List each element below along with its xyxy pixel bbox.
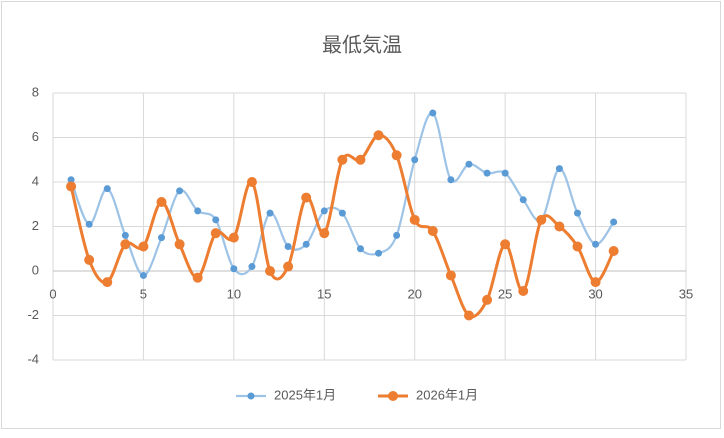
data-point [139,271,147,279]
chart-border [1,1,721,429]
x-tick-label: 30 [588,286,602,301]
data-point [230,265,238,273]
data-point [67,176,75,184]
data-point [85,220,93,228]
data-point [212,216,220,224]
data-point [427,225,438,236]
data-point [176,187,184,195]
data-point [356,245,364,253]
data-point [174,239,185,250]
data-point [84,254,95,265]
x-tick-label: 20 [407,286,421,301]
data-point [391,150,402,161]
data-point [573,209,581,217]
data-point [210,228,221,239]
data-point [284,243,292,251]
data-point [519,196,527,204]
data-point [338,209,346,217]
data-point [228,232,239,243]
data-point [592,240,600,248]
data-point [500,239,511,250]
data-point [554,221,565,232]
y-tick-label: 0 [32,262,39,277]
data-point [194,207,202,215]
data-point [265,266,276,276]
data-point [66,181,77,192]
data-point [103,185,111,193]
data-point [465,160,473,168]
data-point [266,209,274,217]
data-point [482,294,493,305]
x-tick-label: 5 [140,286,147,301]
x-tick-label: 25 [498,286,512,301]
data-point [319,228,330,239]
x-tick-label: 15 [317,286,331,301]
data-point [447,176,455,184]
data-point [248,263,256,271]
y-tick-label: 6 [32,129,39,144]
y-tick-label: -2 [27,307,39,322]
x-tick-label: 10 [227,286,241,301]
data-point [158,234,166,242]
data-point [429,109,437,117]
data-point [120,239,131,250]
legend-marker [247,392,255,400]
y-tick-label: -4 [27,351,39,366]
data-point [608,245,619,256]
data-point [337,154,348,165]
data-point [121,231,129,239]
legend-label: 2026年1月 [416,387,478,402]
legend-marker [388,391,398,401]
data-point [411,156,419,164]
data-point [138,241,149,252]
legend-label: 2025年1月 [274,387,336,402]
data-point [536,214,547,225]
data-point [393,231,401,239]
data-point [501,169,509,177]
data-point [192,272,203,283]
data-point [102,277,113,288]
data-point [373,130,384,141]
chart-title: 最低気温 [322,33,402,56]
data-point [301,192,312,203]
x-tick-label: 35 [679,286,693,301]
y-tick-label: 2 [32,218,39,233]
y-tick-label: 8 [32,84,39,99]
y-tick-label: 4 [32,173,39,188]
data-point [355,154,366,165]
data-point [320,207,328,215]
data-point [590,277,601,288]
data-point [445,270,456,281]
data-point [283,261,294,272]
data-point [572,241,583,252]
x-tick-label: 0 [49,286,56,301]
data-point [302,240,310,248]
data-point [463,310,474,321]
data-point [375,249,383,257]
data-point [483,169,491,177]
data-point [409,214,420,225]
data-point [246,177,257,187]
data-point [518,286,529,297]
data-point [555,165,563,173]
data-point [156,197,167,208]
data-point [610,218,618,226]
